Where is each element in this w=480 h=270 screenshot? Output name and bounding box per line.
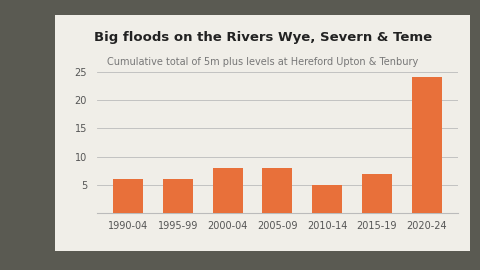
Bar bbox=[362, 174, 392, 213]
Bar bbox=[113, 179, 143, 213]
Bar bbox=[312, 185, 342, 213]
Bar bbox=[163, 179, 193, 213]
Text: Big floods on the Rivers Wye, Severn & Teme: Big floods on the Rivers Wye, Severn & T… bbox=[94, 31, 432, 44]
Text: Cumulative total of 5m plus levels at Hereford Upton & Tenbury: Cumulative total of 5m plus levels at He… bbox=[107, 58, 419, 68]
Bar bbox=[412, 77, 442, 213]
Bar bbox=[213, 168, 242, 213]
Bar bbox=[263, 168, 292, 213]
